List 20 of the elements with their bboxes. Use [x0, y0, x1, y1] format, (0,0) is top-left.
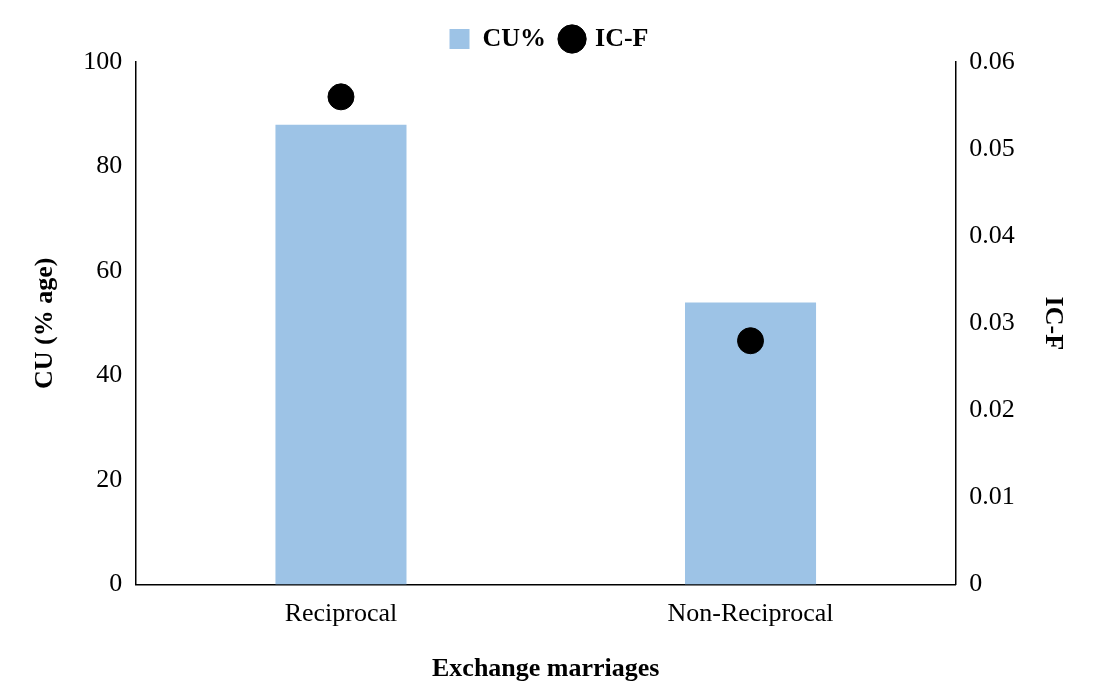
y2-tick-label: 0.04 [969, 220, 1015, 250]
x-tick-label: Non-Reciprocal [667, 598, 834, 628]
y-tick-label: 20 [96, 463, 123, 493]
x-axis-title: Exchange marriages [432, 653, 660, 683]
x-tick-label: Reciprocal [284, 598, 398, 628]
legend-label: CU% [482, 22, 547, 52]
y-tick-label: 40 [96, 359, 123, 389]
y2-tick-label: 0.06 [969, 45, 1015, 75]
y-tick-label: 60 [96, 254, 123, 284]
y-tick-label: 100 [83, 45, 123, 75]
y-tick-label: 0 [109, 568, 123, 598]
y2-tick-label: 0.02 [969, 394, 1015, 424]
y2-tick-label: 0 [969, 568, 983, 598]
legend-label: IC-F [595, 22, 649, 52]
y2-tick-label: 0.05 [969, 132, 1015, 162]
y2-tick-label: 0.01 [969, 481, 1015, 511]
y2-axis-title: IC-F [1039, 296, 1069, 351]
y2-tick-label: 0.03 [969, 307, 1015, 337]
y-axis-title: CU (% age) [29, 257, 59, 390]
y-tick-label: 80 [96, 150, 123, 180]
